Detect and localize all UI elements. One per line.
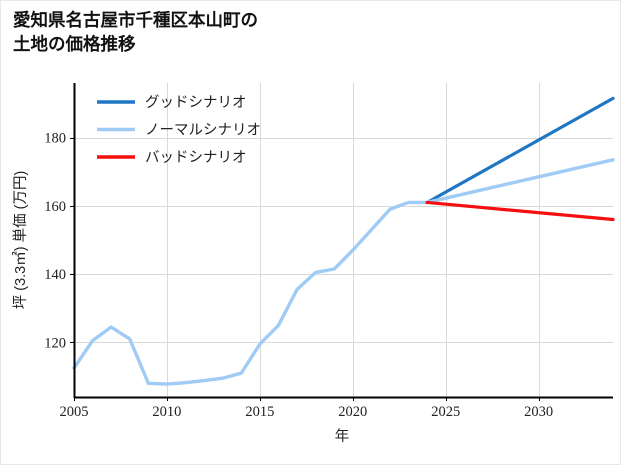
x-tick-label: 2020 — [338, 404, 367, 420]
x-tick-label: 2010 — [152, 404, 181, 420]
y-tick-label: 180 — [44, 131, 66, 147]
x-tick-label: 2015 — [245, 404, 274, 420]
axes-layer — [70, 83, 613, 401]
y-tick-label: 120 — [44, 335, 66, 351]
legend-label-bad: バッドシナリオ — [145, 150, 247, 166]
gridlines — [74, 83, 613, 397]
y-axis-title: 坪 (3.3㎡) 単価 (万円) — [12, 171, 29, 310]
x-tick-label: 2005 — [60, 404, 89, 420]
legend-item-bad[interactable]: バッドシナリオ — [97, 150, 247, 166]
y-tick-label: 160 — [44, 199, 66, 215]
tick-labels-layer: 120 140 160 180 2005 2010 2015 2020 2025 2030 — [44, 131, 553, 420]
y-tick-label: 140 — [44, 267, 66, 283]
x-tick-label: 2030 — [524, 404, 553, 420]
x-tick-label: 2025 — [431, 404, 460, 420]
series-line-history — [72, 200, 429, 386]
legend-item-normal[interactable]: ノーマルシナリオ — [97, 123, 261, 139]
page-title: 愛知県名古屋市千種区本山町の 土地の価格推移 — [13, 10, 258, 54]
legend-label-good: グッドシナリオ — [145, 94, 247, 111]
data-series-layer — [72, 96, 615, 386]
series-line-normal — [425, 158, 615, 205]
series-line-bad — [425, 200, 615, 222]
legend-label-normal: ノーマルシナリオ — [145, 123, 261, 139]
legend-item-good[interactable]: グッドシナリオ — [97, 94, 247, 111]
x-axis-title: 年 — [335, 428, 350, 445]
axis-titles-layer: 年 坪 (3.3㎡) 単価 (万円) — [12, 171, 349, 445]
series-line-good — [425, 96, 615, 205]
